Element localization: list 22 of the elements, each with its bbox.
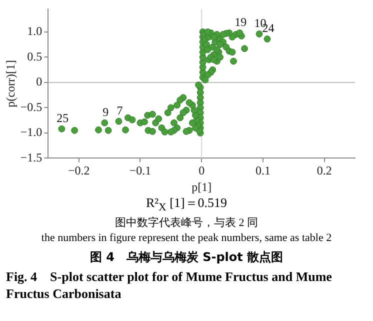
y-tick-label: 0.5: [27, 49, 42, 64]
y-tick-label: −0.5: [20, 100, 42, 114]
x-tick-label: 0: [198, 164, 205, 178]
y-tick-label: 1.0: [27, 24, 42, 38]
annotation: 19: [234, 15, 247, 30]
text: Fig. 4 S-plot scatter plot for of Mume Fructus and Mume Fructus Carbonisata: [5, 268, 333, 302]
x-tick-label: 0.2: [316, 164, 332, 178]
annotation: 25: [56, 111, 69, 126]
y-tick-label: −1.5: [20, 150, 42, 164]
x-axis-title: p[1]: [192, 180, 212, 194]
y-tick-label: 0: [36, 74, 42, 89]
text: R²$_{X}$ [1]＝0.519: [144, 195, 228, 216]
y-tick-label: −1.0: [20, 125, 42, 140]
annotation: 7: [116, 103, 123, 118]
text: 图 4 乌梅与乌梅炭 S-plot 散点图: [88, 248, 284, 266]
y-axis-title: p(corr)[1]: [3, 60, 18, 108]
x-tick-label: −0.2: [68, 164, 90, 178]
x-tick-label: −0.1: [129, 164, 152, 178]
annotation: 9: [102, 105, 109, 119]
x-tick-label: 0.1: [255, 164, 270, 178]
text: 图中数字代表峰号，与表 2 同: [114, 216, 259, 231]
text: the numbers in figure represent the peak numbers, same as table 2: [40, 230, 333, 246]
